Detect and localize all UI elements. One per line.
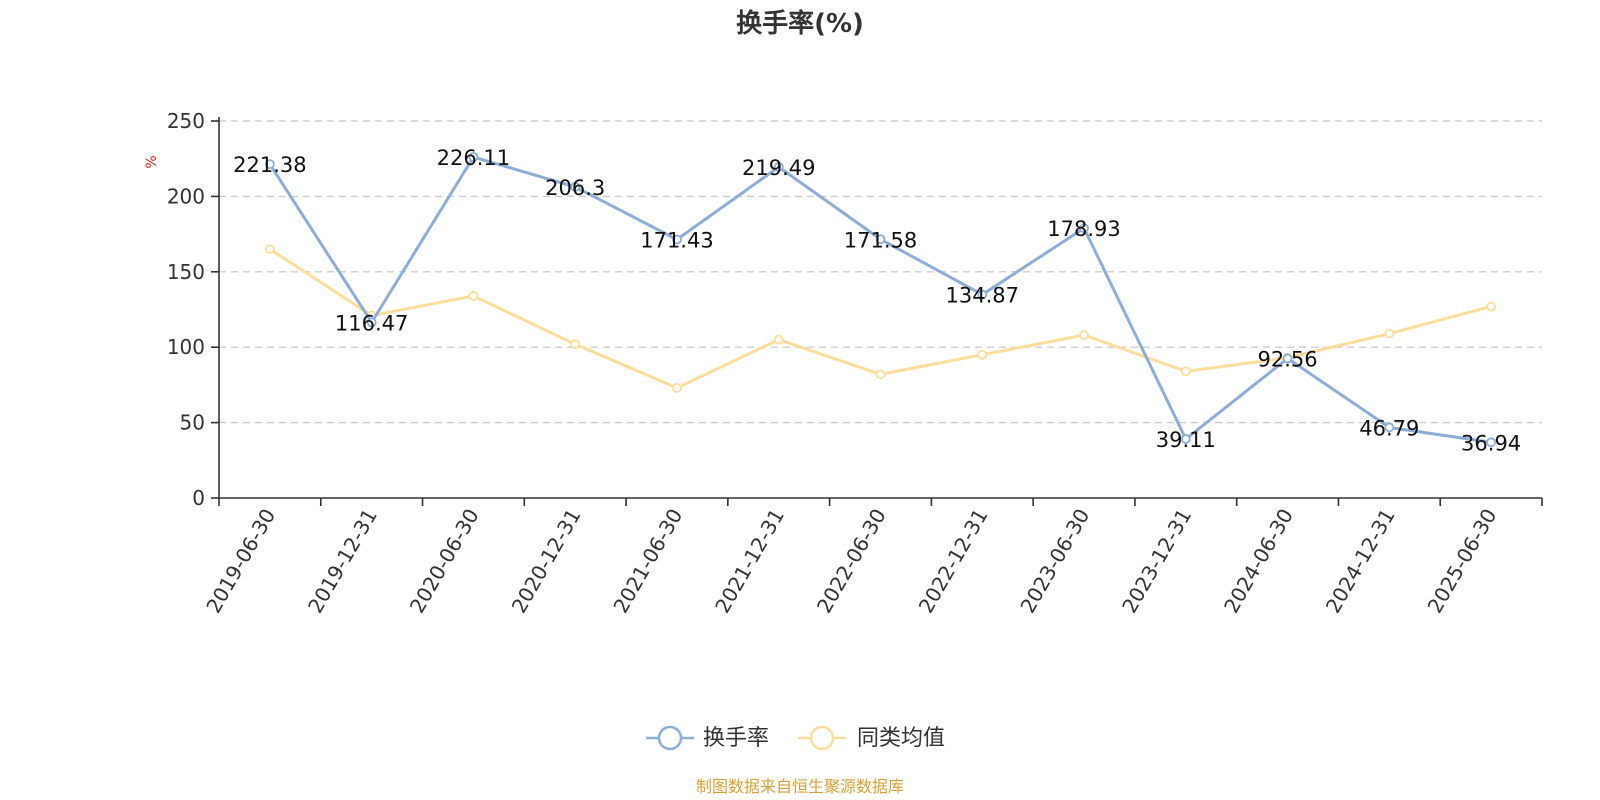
x-tick-label: 2020-12-31 <box>507 505 586 618</box>
x-tick-label: 2019-12-31 <box>303 505 382 618</box>
data-label: 206.3 <box>545 176 605 200</box>
data-point[interactable] <box>468 152 479 162</box>
legend[interactable]: 换手率 同类均值 <box>646 725 945 751</box>
y-tick-label: 200 <box>167 184 205 208</box>
series <box>264 152 1497 448</box>
chart-title: 换手率(%) <box>736 8 864 39</box>
x-tick-label: 2025-06-30 <box>1423 505 1502 618</box>
legend-label-series-1: 同类均值 <box>857 726 945 751</box>
data-labels: 221.38 116.47 226.11 206.3 171.43 219.49 171.5… <box>233 146 1521 455</box>
y-tick-label: 50 <box>180 411 205 435</box>
data-point[interactable] <box>977 289 988 300</box>
x-tick-label: 2023-06-30 <box>1015 505 1094 618</box>
series-0 <box>264 152 1497 448</box>
legend-item-series-0[interactable]: 换手率 <box>646 725 769 751</box>
x-tick-label: 2021-12-31 <box>710 505 789 618</box>
data-point[interactable] <box>1282 353 1293 364</box>
data-label: 92.56 <box>1258 347 1318 371</box>
legend-item-series-1[interactable]: 同类均值 <box>798 725 945 751</box>
data-point[interactable] <box>570 339 581 350</box>
data-source-note: 制图数据来自恒生聚源数据库 <box>696 777 904 796</box>
data-point[interactable] <box>1486 301 1497 312</box>
x-tick-label: 2021-06-30 <box>608 505 687 618</box>
x-tick-label: 2022-06-30 <box>812 505 891 618</box>
data-label: 36.94 <box>1461 431 1521 455</box>
data-point[interactable] <box>264 244 275 255</box>
legend-circle-icon <box>657 725 683 751</box>
data-point[interactable] <box>875 369 886 380</box>
x-tick-label: 2024-12-31 <box>1321 505 1400 618</box>
data-label: 219.49 <box>742 156 815 180</box>
axes: 0 50 100 150 200 250 2019-06-30 2019-12-31 2020-… <box>167 109 1543 618</box>
data-point[interactable] <box>1384 328 1395 339</box>
data-label: 221.38 <box>233 153 306 177</box>
data-label: 171.43 <box>640 228 713 252</box>
data-label: 39.11 <box>1156 428 1216 452</box>
data-point[interactable] <box>1486 437 1497 448</box>
y-tick-label: 0 <box>192 486 205 510</box>
data-point[interactable] <box>264 159 275 170</box>
data-point[interactable] <box>468 291 479 301</box>
data-point[interactable] <box>1079 223 1089 234</box>
data-point[interactable] <box>875 234 886 245</box>
data-point[interactable] <box>672 234 682 245</box>
data-point[interactable] <box>672 383 682 393</box>
x-tick-label: 2020-06-30 <box>405 505 484 618</box>
legend-circle-icon <box>809 725 835 751</box>
x-tick-label: 2019-06-30 <box>201 505 280 618</box>
y-axis-unit: % <box>144 155 160 168</box>
grid-lines <box>219 120 1542 424</box>
data-point[interactable] <box>1384 422 1395 433</box>
data-point[interactable] <box>570 181 581 192</box>
x-tick-label: 2024-06-30 <box>1219 505 1298 618</box>
x-tick-label: 2023-12-31 <box>1117 505 1196 618</box>
legend-label-series-0: 换手率 <box>703 726 769 751</box>
data-point[interactable] <box>977 349 988 360</box>
data-point[interactable] <box>366 317 377 328</box>
y-tick-label: 250 <box>167 109 205 133</box>
data-label: 178.93 <box>1047 217 1120 241</box>
y-tick-label: 150 <box>167 260 205 284</box>
data-point[interactable] <box>773 162 784 172</box>
y-tick-label: 100 <box>167 335 205 359</box>
data-point[interactable] <box>1180 366 1191 377</box>
data-label: 134.87 <box>946 284 1019 308</box>
data-point[interactable] <box>773 334 784 345</box>
data-label: 171.58 <box>844 228 917 252</box>
x-tick-label: 2022-12-31 <box>914 505 993 618</box>
data-point[interactable] <box>1180 434 1191 444</box>
data-point[interactable] <box>1079 330 1089 341</box>
data-label: 46.79 <box>1359 416 1419 440</box>
data-label: 226.11 <box>437 146 510 170</box>
data-label: 116.47 <box>335 311 408 335</box>
